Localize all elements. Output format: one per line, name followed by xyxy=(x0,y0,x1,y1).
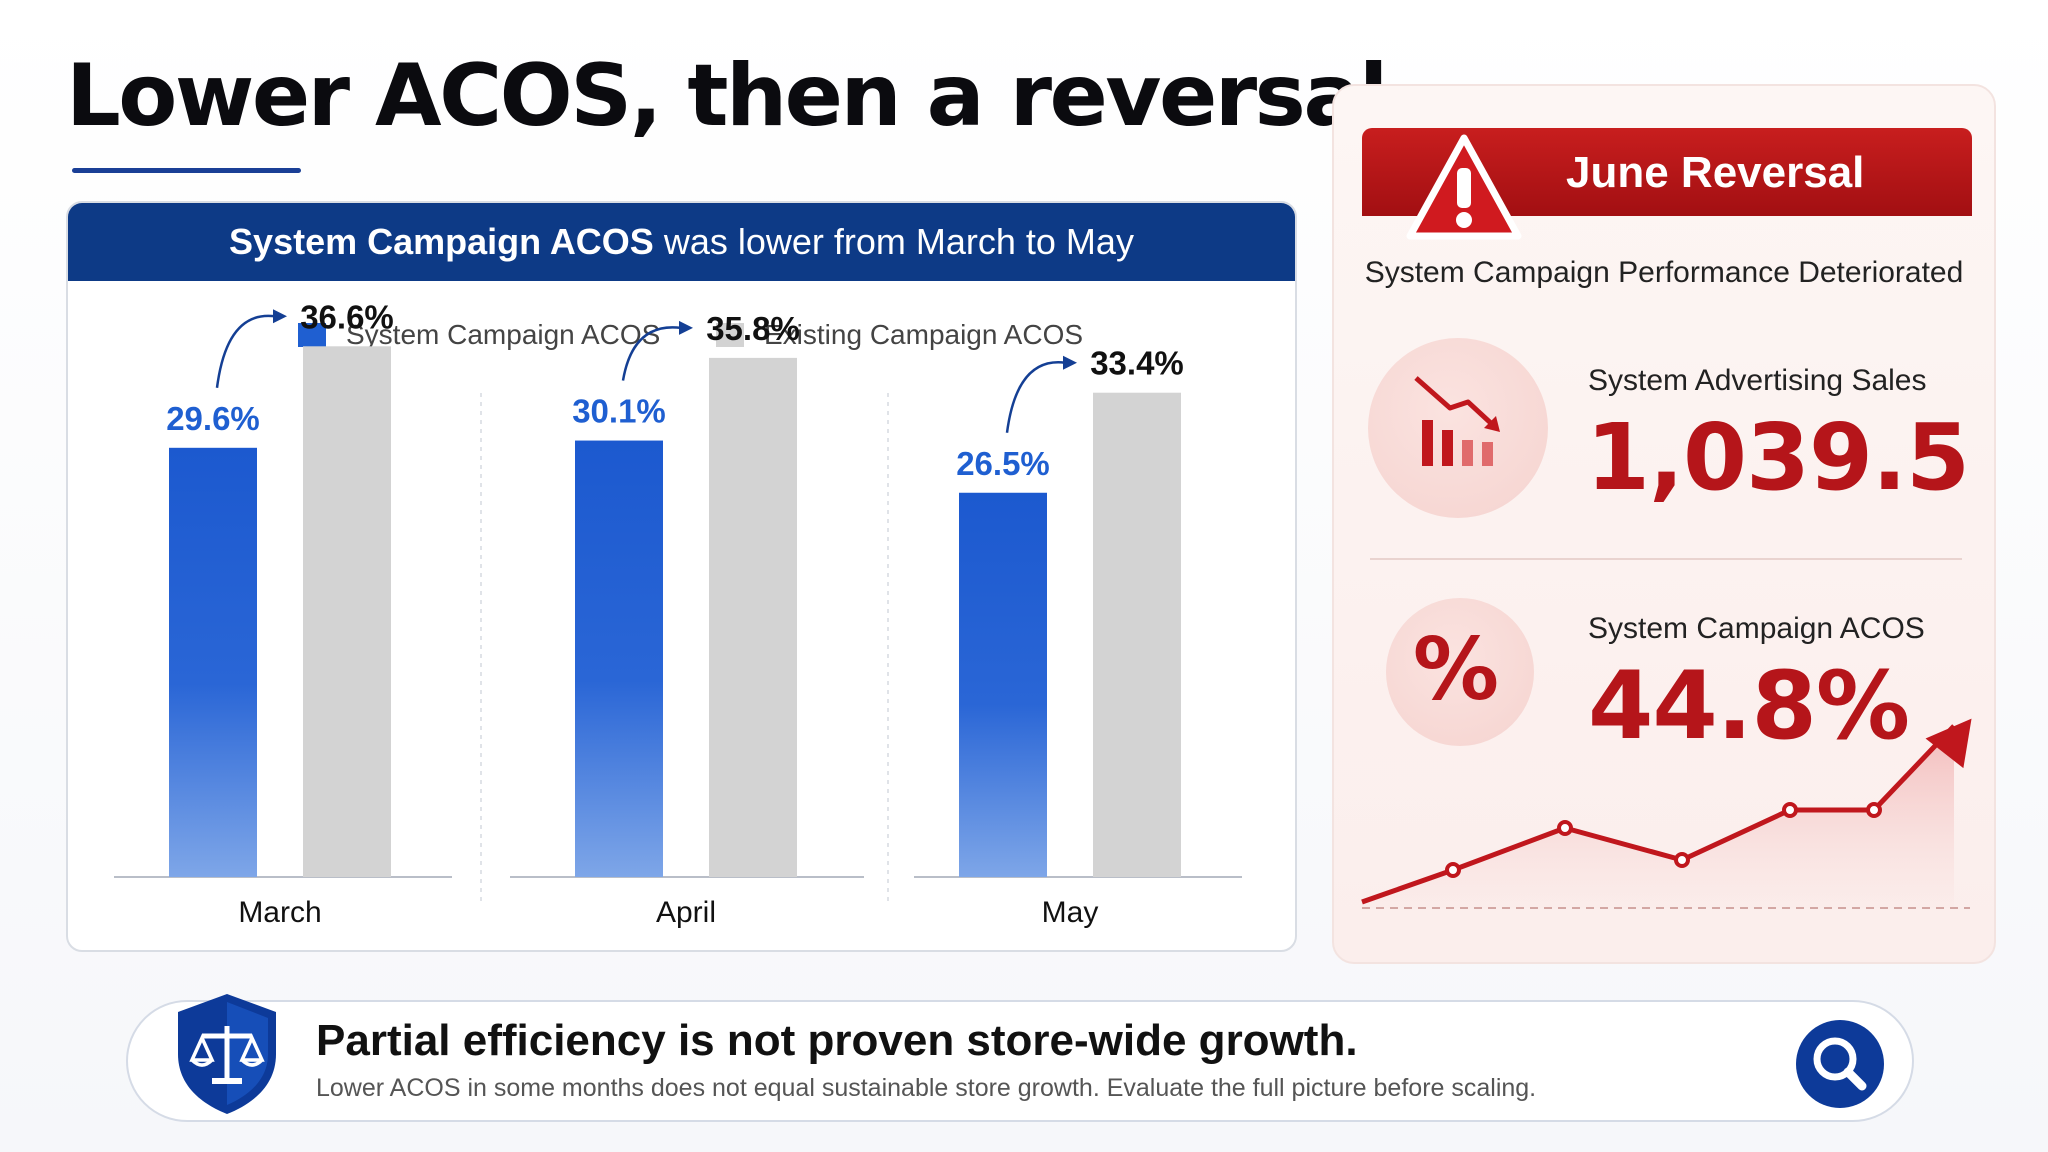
sales-icon-circle xyxy=(1368,338,1548,518)
data-label-existing: 33.4% xyxy=(1090,345,1184,382)
shield-scales-icon xyxy=(178,994,276,1114)
bar-system-may xyxy=(959,492,1047,877)
category-label-may: May xyxy=(1042,896,1099,929)
trend-arrow-head xyxy=(273,309,287,324)
trend-arrow-head xyxy=(1063,355,1077,370)
metric-divider xyxy=(1370,558,1962,560)
bar-existing-march xyxy=(303,346,391,877)
trend-point xyxy=(1782,802,1798,818)
trend-arrow-head xyxy=(679,320,693,335)
percent-icon: % xyxy=(1412,620,1500,720)
bar-chart-plot: 29.6% 36.6% March 30.1% 35.8% April 26.5% 33.4%… xyxy=(114,298,1242,929)
acos-icon-circle xyxy=(1386,598,1534,746)
takeaway-subtext: Lower ACOS in some months does not equal… xyxy=(316,1074,1537,1102)
chart-header: System Campaign ACOS was lower from Marc… xyxy=(68,203,1295,281)
bar-existing-april xyxy=(709,357,797,877)
trend-point xyxy=(1866,802,1882,818)
acos-trend-sparkline xyxy=(1361,718,1972,909)
data-label-existing: 35.8% xyxy=(706,310,800,347)
sales-label: System Advertising Sales xyxy=(1588,364,1927,397)
trend-arrow xyxy=(215,314,276,388)
trend-arrow xyxy=(1005,361,1066,433)
trend-point xyxy=(1557,820,1573,836)
category-label-april: April xyxy=(656,896,716,929)
category-label-march: March xyxy=(238,896,321,929)
june-banner-title: June Reversal xyxy=(1566,148,1865,197)
takeaway-bar: Partial efficiency is not proven store-w… xyxy=(126,994,1914,1122)
trend-arrow xyxy=(621,326,682,381)
sales-value: 1,039.5 xyxy=(1586,404,1970,511)
chart-legend: System Campaign ACOS Existing Campaign A… xyxy=(68,311,1295,361)
data-label-existing: 36.6% xyxy=(300,298,394,335)
legend-swatch-existing xyxy=(716,323,744,347)
takeaway-headline: Partial efficiency is not proven store-w… xyxy=(316,1016,1358,1065)
data-label-system: 26.5% xyxy=(956,445,1050,482)
warning-triangle-icon xyxy=(1406,134,1522,240)
acos-value: 44.8% xyxy=(1588,652,1910,761)
trend-area xyxy=(1362,726,1954,908)
bar-system-march xyxy=(169,447,257,877)
chart-header-highlight: System Campaign ACOS xyxy=(229,221,654,262)
bar-system-april xyxy=(575,440,663,877)
data-label-system: 29.6% xyxy=(166,400,260,437)
trend-points xyxy=(1445,802,1882,878)
acos-label: System Campaign ACOS xyxy=(1588,612,1925,645)
trend-point xyxy=(1674,852,1690,868)
search-icon xyxy=(1813,1037,1867,1091)
data-label-system: 30.1% xyxy=(572,393,666,430)
page-title: Lower ACOS, then a reversal xyxy=(66,46,1388,146)
chart-header-rest: was lower from March to May xyxy=(653,221,1134,262)
legend-item-system: System Campaign ACOS xyxy=(298,319,660,351)
legend-label-existing: Existing Campaign ACOS xyxy=(764,319,1084,350)
declining-bar-chart-icon xyxy=(1414,376,1500,466)
title-underline xyxy=(72,168,301,173)
search-button[interactable] xyxy=(1796,1020,1884,1108)
legend-label-system: System Campaign ACOS xyxy=(346,319,661,350)
legend-swatch-system xyxy=(298,323,326,347)
legend-item-existing: Existing Campaign ACOS xyxy=(716,319,1083,351)
trend-point xyxy=(1445,862,1461,878)
june-reversal-card: June Reversal System Campaign Performanc… xyxy=(1332,84,1996,964)
trend-arrow-head xyxy=(1925,718,1972,769)
acos-chart-card: System Campaign ACOS was lower from Marc… xyxy=(66,201,1297,952)
bar-existing-may xyxy=(1093,392,1181,877)
june-subtitle: System Campaign Performance Deteriorated xyxy=(1364,256,1964,289)
